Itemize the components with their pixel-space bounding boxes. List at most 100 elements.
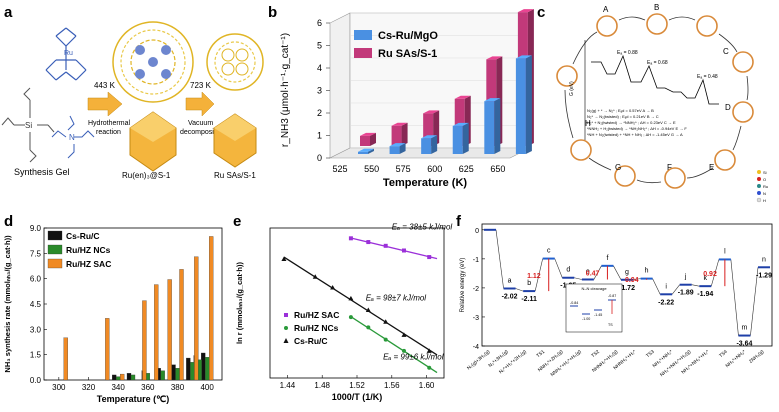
legend-label: Ru/HZ NCs <box>66 245 111 255</box>
step2-name-2: decomposition <box>180 129 225 136</box>
bar-top <box>454 95 471 99</box>
legend-swatch <box>47 244 63 255</box>
data-point <box>426 348 432 353</box>
bar-side <box>399 143 406 154</box>
ru-en3-molecule-icon <box>45 27 87 81</box>
x-tick-label: N₂(g)+3H₂(g) <box>466 349 491 372</box>
state-label: h <box>645 268 649 275</box>
energy-value-label: -2.11 <box>521 296 537 303</box>
bar <box>515 58 526 154</box>
bar <box>112 374 117 381</box>
legend-swatch <box>354 48 372 58</box>
cycle-arrows <box>564 16 749 184</box>
state-label: i <box>665 283 667 290</box>
vacuum-arrow-icon <box>185 91 215 117</box>
bar-top <box>484 98 501 102</box>
ea-annotation: Eₐ = 99±6 kJ/mol <box>383 352 444 361</box>
y-tick-label: -4 <box>473 344 479 351</box>
bar <box>63 337 68 381</box>
bar <box>126 373 132 381</box>
bar-top <box>389 143 406 147</box>
y-tick-label: 4 <box>317 63 322 73</box>
y-tick-label: 1 <box>317 131 322 141</box>
y-axis-label: NH₃ synthesis rate (mmolₙₕ₃/(g_cat·h)) <box>3 235 12 373</box>
arrhenius-plot: 1.44 1.48 1.52 1.56 1.60 1000/T (1/K) ln r (mm… <box>235 223 452 402</box>
bar-side <box>401 122 408 146</box>
bar-side <box>431 135 438 154</box>
legend-label: Cs-Ru/MgO <box>378 30 438 42</box>
path-segment <box>534 258 544 292</box>
state-d: D <box>725 103 731 112</box>
inner-energy-diagram: G (eV) Eₐ = 0.88 Eₐ = 0.68 Eₐ = 0.48 N₂(… <box>569 40 719 140</box>
ea-label-2: Eₐ = 0.68 <box>647 60 668 66</box>
state-b: B <box>654 3 659 12</box>
legend-label: Cs-Ru/C <box>66 231 100 241</box>
state-label: f <box>606 255 608 262</box>
data-point <box>348 295 354 301</box>
x-axis-label: 1000/T (1/K) <box>332 392 383 402</box>
cycle-zeolite-icons <box>556 13 754 189</box>
inset-value: -1.00 <box>582 317 590 321</box>
bar <box>130 374 136 381</box>
panel-a-schematic: Ru Si N Synthesis Gel 443 K Hydrothermal… <box>0 0 266 205</box>
path-segment <box>710 259 720 287</box>
inset-value: -0.87 <box>608 294 616 298</box>
x-tick-label: TS1 <box>535 349 546 359</box>
data-point <box>281 256 287 261</box>
y-tick-label: -2 <box>473 286 479 293</box>
x-tick-label: 2NH₃(g) <box>748 349 766 365</box>
path-segment <box>593 265 602 280</box>
bar <box>186 357 191 381</box>
cycle-eq-5: *NH + N₂(twisted) + *NH + NH₃ ; ΔH = -1.… <box>587 132 683 137</box>
bar-side <box>494 98 501 154</box>
legend-label: Ru/HZ NCs <box>294 323 339 333</box>
state-h: H <box>585 119 591 128</box>
bar <box>452 125 463 154</box>
step2-temp: 723 K <box>190 81 212 90</box>
synthesis-scheme-svg: Ru Si N Synthesis Gel 443 K Hydrothermal… <box>1 21 264 180</box>
state-label: d <box>566 267 570 274</box>
bar <box>105 318 110 381</box>
x-tick-label: 650 <box>490 164 505 174</box>
atom-legend: Si O Ru N H <box>756 170 768 203</box>
ru-atom-label: Ru <box>64 50 73 57</box>
fit-line <box>283 256 438 356</box>
synthesis-gel-label: Synthesis Gel <box>14 167 70 177</box>
x-tick-label: 1.56 <box>384 381 400 390</box>
zeolite-ru-sas-icon <box>206 33 264 168</box>
bar-top <box>421 135 438 139</box>
legend-swatch <box>47 230 63 241</box>
bar <box>116 376 121 381</box>
panel-b-chart: 0 1 2 3 4 5 6 r_NH3 (μmol·h⁻¹·g_cat⁻¹) 525 550 575… <box>268 0 534 205</box>
legend-ru: Ru <box>763 184 768 189</box>
panel-label-a: a <box>4 4 13 21</box>
state-label: n <box>762 256 766 263</box>
x-tick-label: 550 <box>364 164 379 174</box>
x-axis-label: Temperature (K) <box>383 177 467 189</box>
bar-top <box>358 148 374 152</box>
state-f: F <box>667 163 672 172</box>
data-point <box>366 240 371 245</box>
tpa-molecule-icon <box>51 115 95 159</box>
y-tick-label: -1 <box>473 257 479 264</box>
barrier-label: 0.47 <box>586 271 600 278</box>
bar <box>171 364 176 381</box>
path-segment <box>554 258 563 278</box>
barrier-label: 1.12 <box>527 273 541 280</box>
x-axis-label: Temperature (℃) <box>97 394 169 404</box>
state-label: b <box>527 280 531 287</box>
energy-value-label: -3.64 <box>736 341 752 348</box>
rate-bar-chart: 0 1 2 3 4 5 6 r_NH3 (μmol·h⁻¹·g_cat⁻¹) 525 550 575… <box>280 9 534 189</box>
bar-side <box>525 55 532 154</box>
bar <box>154 284 159 381</box>
state-c: C <box>723 47 729 56</box>
data-point <box>401 248 406 253</box>
path-segment <box>750 267 759 336</box>
bar <box>484 101 495 154</box>
ea-label-3: Eₐ = 0.48 <box>697 74 718 80</box>
state-label: l <box>724 248 726 255</box>
cycle-eq-1: N₂(g) + * → N₂* ; Eₐd = 0.57eV A → B <box>587 108 654 113</box>
legend-marker <box>283 338 289 343</box>
bar-top <box>517 9 534 13</box>
barrier-label: 0.04 <box>625 277 639 284</box>
